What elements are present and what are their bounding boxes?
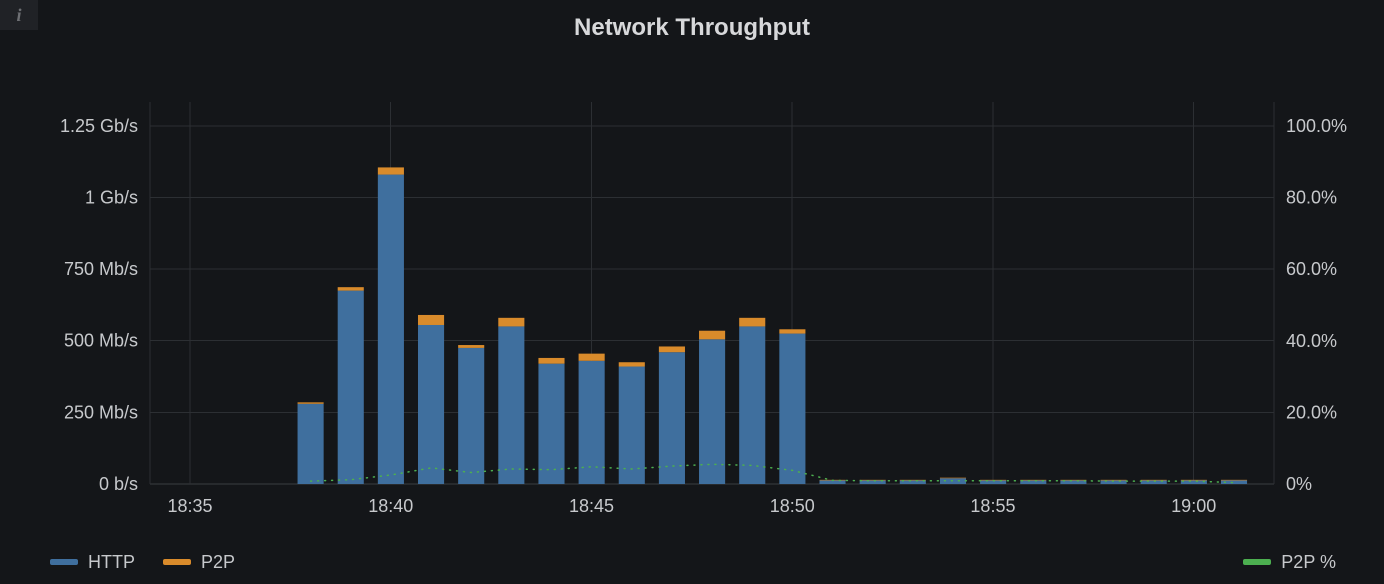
svg-text:1 Gb/s: 1 Gb/s bbox=[85, 187, 138, 207]
legend-item-p2p[interactable]: P2P bbox=[163, 552, 235, 573]
svg-text:80.0%: 80.0% bbox=[1286, 188, 1337, 208]
legend-label-p2p: P2P bbox=[201, 552, 235, 573]
svg-text:20.0%: 20.0% bbox=[1286, 402, 1337, 422]
chart-svg: 0 b/s 250 Mb/s 500 Mb/s 750 Mb/s 1 Gb/s 1.25 … bbox=[0, 60, 1384, 534]
legend-swatch-http bbox=[50, 559, 78, 565]
svg-text:0 b/s: 0 b/s bbox=[99, 474, 138, 494]
svg-text:19:00: 19:00 bbox=[1171, 496, 1216, 516]
svg-text:250 Mb/s: 250 Mb/s bbox=[64, 402, 138, 422]
legend-label-http: HTTP bbox=[88, 552, 135, 573]
svg-text:18:40: 18:40 bbox=[368, 496, 413, 516]
svg-text:18:55: 18:55 bbox=[970, 496, 1015, 516]
svg-text:100.0%: 100.0% bbox=[1286, 116, 1347, 136]
svg-text:18:35: 18:35 bbox=[167, 496, 212, 516]
legend-item-p2ppct[interactable]: P2P % bbox=[1243, 552, 1336, 573]
svg-text:1.25 Gb/s: 1.25 Gb/s bbox=[60, 116, 138, 136]
svg-text:18:50: 18:50 bbox=[770, 496, 815, 516]
svg-text:18:45: 18:45 bbox=[569, 496, 614, 516]
legend-swatch-p2ppct bbox=[1243, 559, 1271, 565]
svg-text:40.0%: 40.0% bbox=[1286, 331, 1337, 351]
legend-swatch-p2p bbox=[163, 559, 191, 565]
chart-panel: i Network Throughput 0 b/s250 Mb/s500 Mb… bbox=[0, 0, 1384, 584]
svg-text:60.0%: 60.0% bbox=[1286, 259, 1337, 279]
svg-text:500 Mb/s: 500 Mb/s bbox=[64, 331, 138, 351]
svg-text:750 Mb/s: 750 Mb/s bbox=[64, 259, 138, 279]
svg-text:0%: 0% bbox=[1286, 474, 1312, 494]
legend-label-p2ppct: P2P % bbox=[1281, 552, 1336, 573]
chart-title: Network Throughput bbox=[0, 14, 1384, 42]
legend-item-http[interactable]: HTTP bbox=[50, 552, 135, 573]
legend: HTTP P2P P2P % bbox=[50, 550, 1364, 574]
plot-area: 0 b/s 250 Mb/s 500 Mb/s 750 Mb/s 1 Gb/s 1.25 … bbox=[0, 60, 1384, 534]
